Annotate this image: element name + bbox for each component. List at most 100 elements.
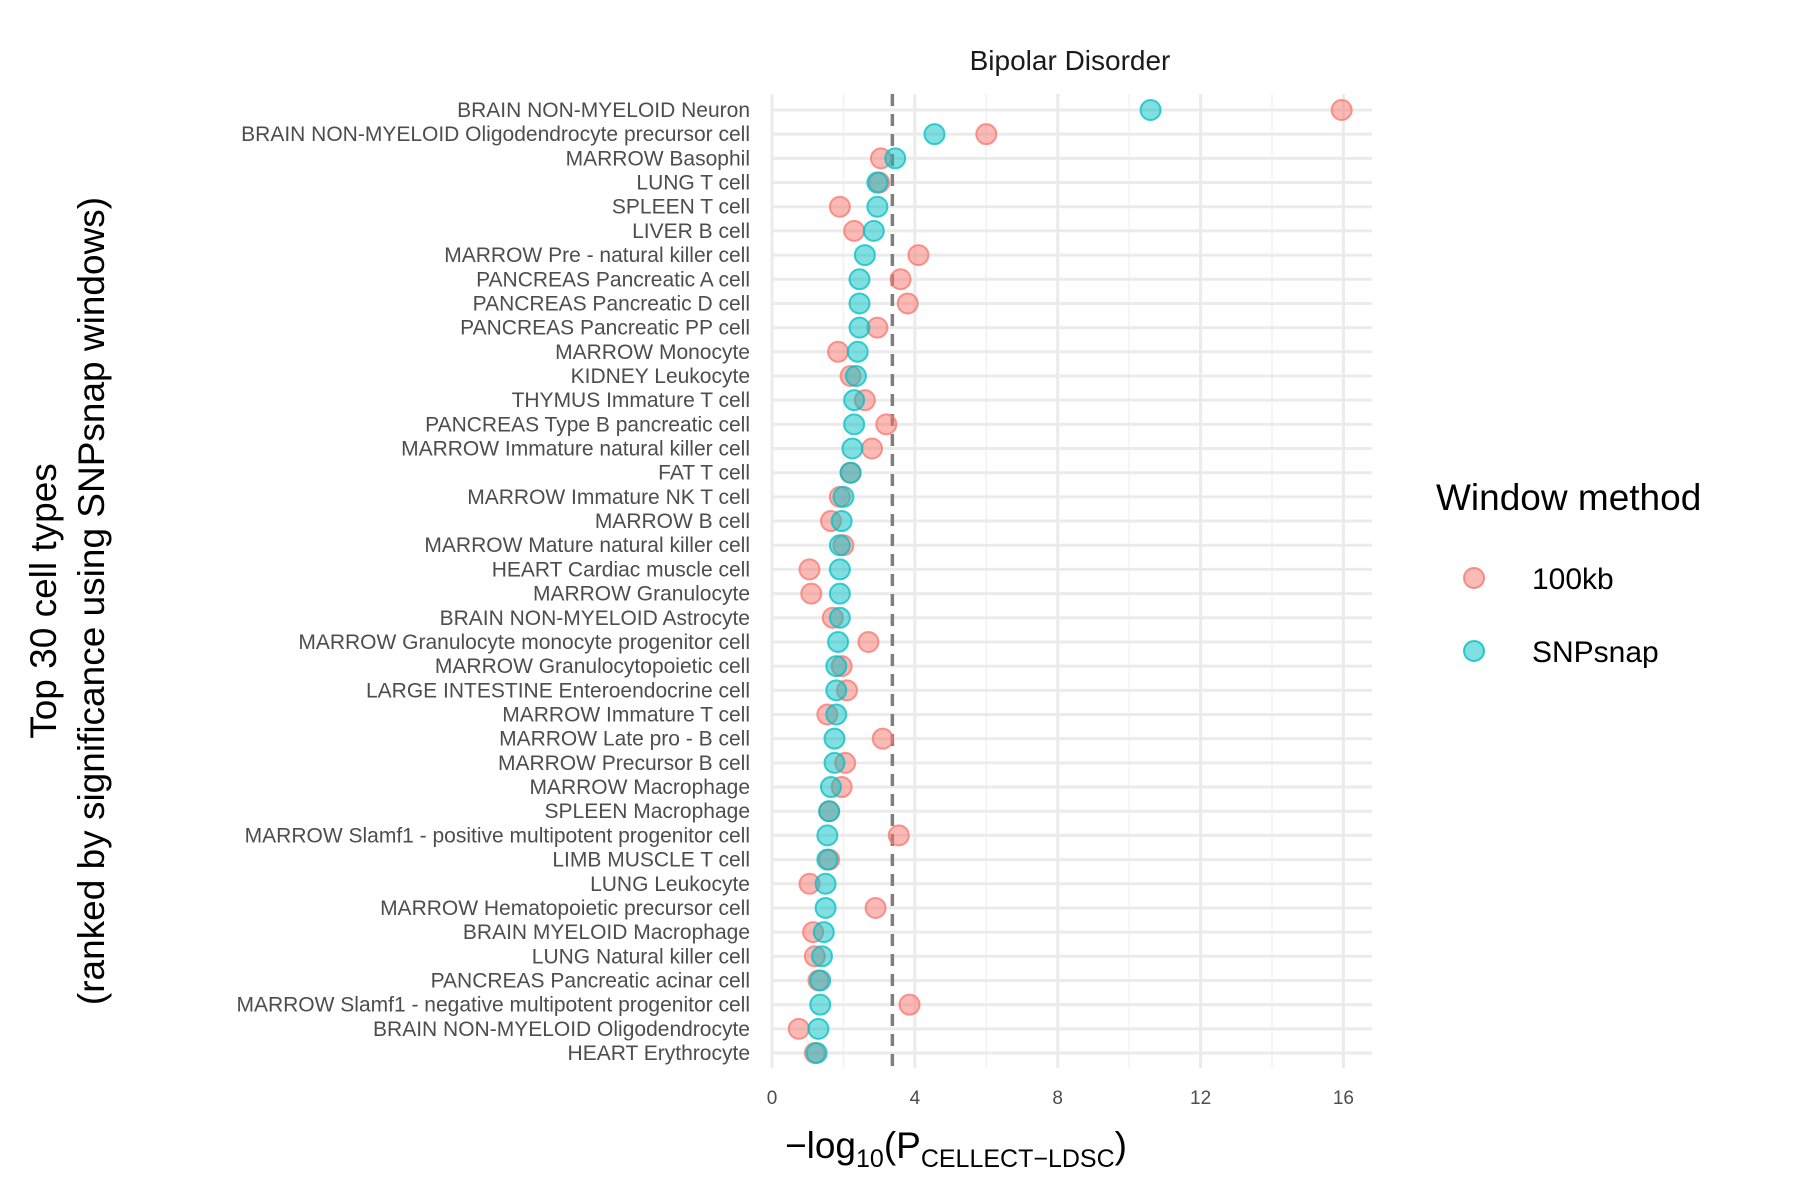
category-label: SPLEEN Macrophage [545, 800, 750, 823]
point-snpsnap [862, 219, 885, 242]
point-snpsnap [814, 896, 837, 919]
category-label: PANCREAS Type B pancreatic cell [425, 413, 750, 436]
point-snpsnap [811, 945, 833, 968]
category-label: PANCREAS Pancreatic A cell [476, 268, 750, 291]
category-label: BRAIN NON-MYELOID Oligodendrocyte [373, 1018, 750, 1041]
point-100kb [827, 340, 850, 363]
x-tick-label: 4 [910, 1088, 921, 1109]
point-snpsnap [866, 195, 889, 218]
grid [770, 94, 1372, 1068]
x-tick-label: 12 [1190, 1088, 1211, 1109]
point-100kb [875, 413, 898, 436]
point-snpsnap [823, 751, 846, 774]
point-snpsnap [807, 1017, 830, 1040]
category-label: KIDNEY Leukocyte [571, 365, 750, 388]
point-100kb [1330, 99, 1353, 121]
category-label: MARROW Granulocyte [533, 583, 750, 606]
chart-title: Bipolar Disorder [970, 45, 1171, 76]
category-label: HEART Cardiac muscle cell [492, 558, 750, 581]
point-snpsnap [830, 510, 853, 533]
category-label: MARROW Immature natural killer cell [401, 438, 750, 461]
point-snpsnap [923, 123, 946, 146]
category-label: THYMUS Immature T cell [512, 389, 750, 412]
point-100kb [889, 268, 912, 291]
point-snpsnap [828, 558, 851, 581]
point-snpsnap [846, 340, 869, 363]
point-snpsnap [884, 147, 907, 170]
point-snpsnap [825, 703, 848, 726]
point-snpsnap [825, 655, 848, 678]
legend-label-snpsnap: SNPsnap [1532, 636, 1659, 669]
point-100kb [843, 219, 866, 242]
category-label: MARROW Mature natural killer cell [424, 534, 750, 557]
legend-key-snpsnap [1463, 640, 1485, 662]
category-label: MARROW Immature NK T cell [467, 486, 750, 509]
point-snpsnap [819, 776, 842, 799]
point-snpsnap [828, 582, 851, 605]
category-label: FAT T cell [658, 462, 750, 485]
point-snpsnap [816, 824, 839, 847]
category-label: MARROW B cell [595, 510, 750, 533]
point-snpsnap [1139, 99, 1162, 121]
category-label: MARROW Macrophage [529, 776, 750, 799]
point-100kb [864, 896, 887, 919]
category-label: LUNG T cell [636, 172, 750, 195]
point-snpsnap [805, 1042, 828, 1065]
point-snpsnap [844, 364, 867, 387]
point-100kb [887, 824, 910, 847]
category-label: LUNG Leukocyte [590, 873, 750, 896]
point-snpsnap [816, 848, 839, 871]
point-snpsnap [848, 292, 871, 315]
point-snpsnap [841, 437, 864, 460]
category-label: LIVER B cell [632, 220, 750, 243]
category-label: LUNG Natural killer cell [532, 945, 750, 968]
category-label: LIMB MUSCLE T cell [552, 849, 750, 872]
point-snpsnap [843, 389, 866, 412]
y-axis-title-line2: (ranked by significance using SNPsnap wi… [71, 197, 112, 1005]
point-snpsnap [848, 268, 871, 291]
point-100kb [896, 292, 919, 315]
x-tick-labels: 0 4 8 12 16 [767, 1088, 1354, 1109]
category-label: MARROW Immature T cell [502, 704, 750, 727]
category-label: MARROW Granulocyte monocyte progenitor c… [298, 631, 750, 654]
point-snpsnap [827, 630, 850, 653]
point-snpsnap [809, 969, 832, 992]
category-label: HEART Erythrocyte [568, 1042, 750, 1065]
category-label: BRAIN MYELOID Macrophage [463, 921, 750, 944]
point-snpsnap [843, 413, 866, 436]
point-snpsnap [828, 534, 851, 557]
point-100kb [871, 727, 894, 750]
legend-label-100kb: 100kb [1532, 563, 1614, 596]
category-label: LARGE INTESTINE Enteroendocrine cell [366, 679, 750, 702]
point-100kb [787, 1017, 810, 1040]
category-label: BRAIN NON-MYELOID Astrocyte [440, 607, 750, 630]
point-snpsnap [828, 606, 851, 629]
x-tick-label: 16 [1333, 1088, 1354, 1109]
point-snpsnap [814, 872, 837, 895]
point-snpsnap [832, 485, 855, 508]
point-100kb [907, 244, 930, 267]
point-snpsnap [866, 171, 889, 194]
x-tick-label: 8 [1052, 1088, 1063, 1109]
category-label: PANCREAS Pancreatic PP cell [460, 317, 750, 340]
point-snpsnap [809, 993, 832, 1016]
x-axis-title: −log10(PCELLECT−LDSC) [785, 1125, 1127, 1173]
point-snpsnap [812, 921, 835, 944]
category-label: BRAIN NON-MYELOID Oligodendrocyte precur… [241, 123, 750, 146]
category-label: MARROW Late pro - B cell [499, 728, 750, 751]
x-tick-label: 0 [767, 1088, 778, 1109]
category-label: MARROW Slamf1 - negative multipotent pro… [236, 994, 750, 1017]
y-axis-title-line1: Top 30 cell types [23, 463, 64, 739]
point-100kb [898, 993, 921, 1016]
point-100kb [861, 437, 883, 460]
point-100kb [857, 630, 880, 653]
point-100kb [828, 195, 851, 218]
point-snpsnap [825, 679, 848, 702]
legend-title: Window method [1436, 477, 1701, 518]
category-label: MARROW Granulocytopoietic cell [435, 655, 750, 678]
category-label: SPLEEN T cell [612, 196, 750, 219]
points [787, 99, 1353, 1065]
category-label: MARROW Hematopoietic precursor cell [380, 897, 750, 920]
